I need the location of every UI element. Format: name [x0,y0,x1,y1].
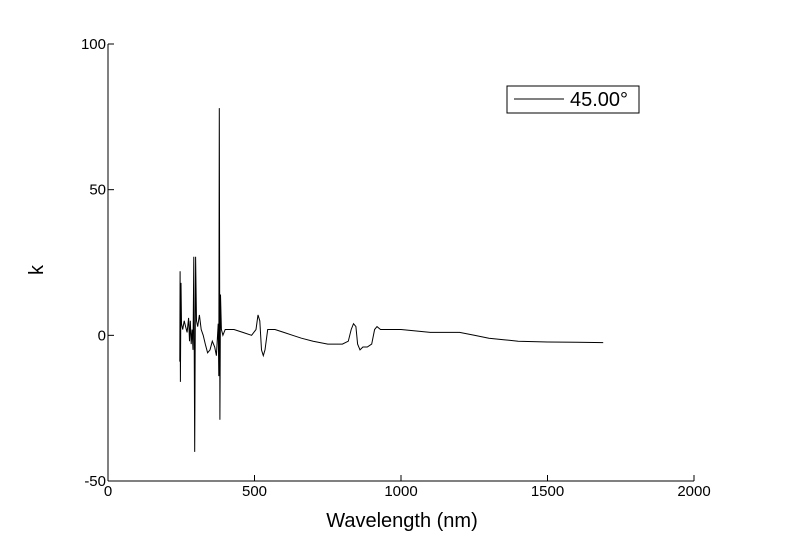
legend-label: 45.00° [570,89,628,111]
x-tick-label: 2000 [677,483,710,500]
x-tick-label: 0 [104,483,112,500]
x-tick-label: 500 [242,483,267,500]
x-axis-title: Wavelength (nm) [326,510,478,532]
x-tick-label: 1500 [531,483,564,500]
series-line [179,108,604,452]
y-tick-label: -50 [84,473,106,490]
y-axis-title: k [26,264,48,275]
series-layer [179,108,604,452]
y-tick-label: 50 [89,182,106,199]
x-tick-label: 1000 [384,483,417,500]
y-tick-label: 0 [98,327,106,344]
legend: 45.00° [506,85,640,114]
y-tick-label: 100 [81,36,106,53]
